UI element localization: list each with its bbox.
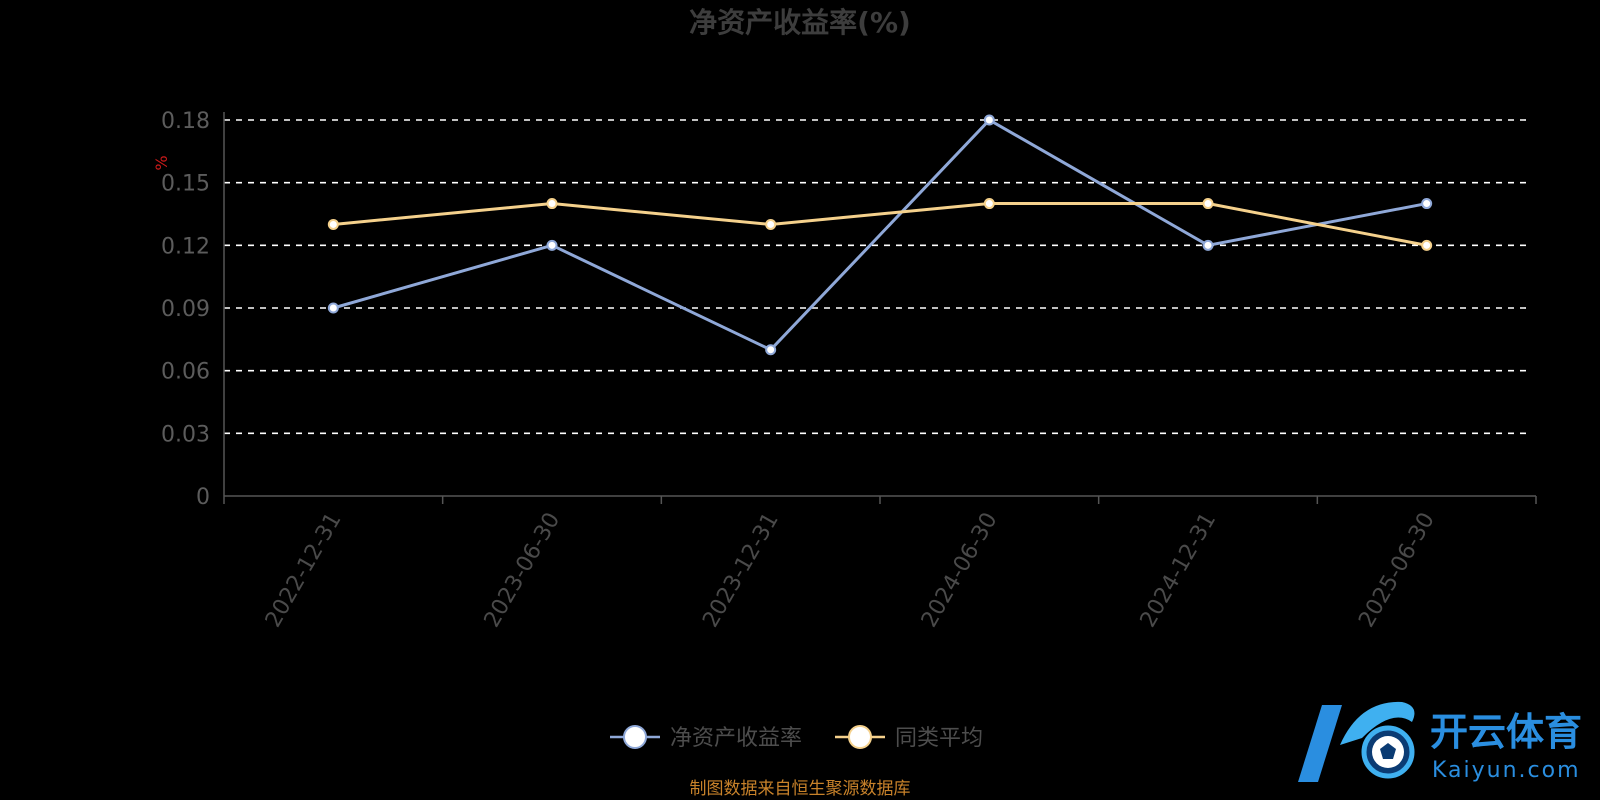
series-line [333, 202, 1427, 247]
legend-label: 净资产收益率 [670, 726, 802, 751]
x-tick-label: 2024-12-31 [1136, 509, 1222, 632]
legend: 净资产收益率 同类平均 [610, 725, 983, 751]
data-point [1202, 239, 1214, 251]
series-2 [327, 198, 1433, 251]
data-point [1421, 198, 1433, 210]
y-tick-label: 0.06 [161, 360, 210, 385]
y-tick-label: 0.15 [161, 172, 210, 197]
legend-label: 同类平均 [895, 726, 983, 751]
series-1 [327, 114, 1433, 356]
chart-title: 净资产收益率(%) [689, 6, 911, 39]
data-point [546, 198, 558, 210]
y-tick-label: 0 [196, 485, 210, 510]
legend-item-2: 同类平均 [835, 725, 983, 751]
data-point [1421, 239, 1433, 251]
data-point [765, 344, 777, 356]
data-point [765, 218, 777, 230]
legend-swatch-marker [848, 725, 872, 749]
series-line [332, 118, 1427, 352]
y-tick-label: 0.12 [161, 234, 210, 259]
series-layer [327, 114, 1433, 356]
data-point [983, 114, 995, 126]
y-tick-label: 0.09 [161, 297, 210, 322]
y-tick-labels: 0 0.03 0.06 0.09 0.12 0.15 0.18 [161, 109, 210, 510]
data-point [327, 218, 339, 230]
data-point [546, 239, 558, 251]
logo-mark [1298, 701, 1415, 782]
axes [223, 112, 1537, 504]
y-unit-label: % [152, 155, 171, 170]
data-point [1202, 198, 1214, 210]
legend-item-1: 净资产收益率 [610, 725, 802, 751]
y-tick-label: 0.03 [161, 422, 210, 447]
x-tick-label: 2025-06-30 [1354, 509, 1440, 632]
y-tick-label: 0.18 [161, 109, 210, 134]
logo-name: 开云体育 [1430, 710, 1582, 754]
x-tick-label: 2022-12-31 [261, 509, 347, 632]
x-tick-label: 2023-12-31 [698, 509, 784, 632]
data-point [983, 198, 995, 210]
kaiyun-logo: 开云体育 Kaiyun.com [1298, 701, 1582, 783]
data-source-note: 制图数据来自恒生聚源数据库 [690, 779, 911, 799]
data-point [327, 302, 339, 314]
legend-swatch-marker [623, 725, 647, 749]
gridlines [224, 119, 1532, 435]
x-tick-label: 2023-06-30 [480, 509, 566, 632]
x-tick-labels: 2022-12-31 2023-06-30 2023-12-31 2024-06-30… [261, 508, 1440, 631]
logo-subtitle: Kaiyun.com [1432, 758, 1581, 783]
x-tick-label: 2024-06-30 [917, 508, 1003, 631]
